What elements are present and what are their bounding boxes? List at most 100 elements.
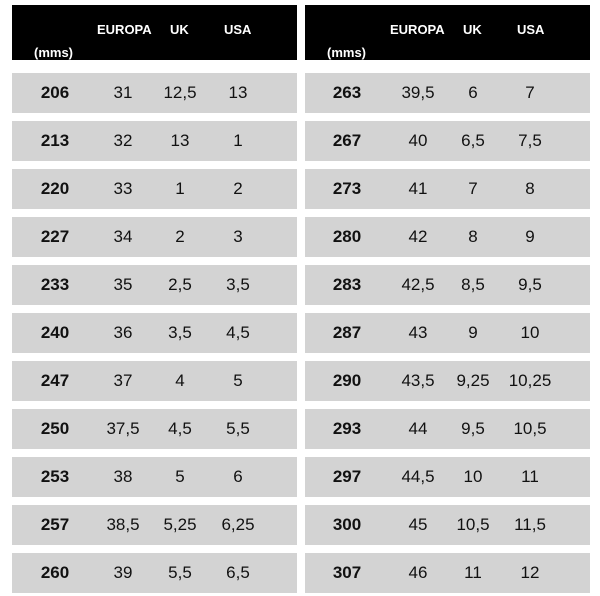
cell-europa: 44 xyxy=(408,419,428,438)
table-header: (mms) EUROPA UK USA xyxy=(305,5,590,60)
cell-uk: 8,5 xyxy=(461,275,485,294)
cell-europa: 31 xyxy=(113,83,133,102)
cell-uk: 12,5 xyxy=(163,83,197,102)
cell-mm: 263 xyxy=(332,83,362,102)
cell-usa: 6,5 xyxy=(226,563,250,582)
cell-usa: 10,25 xyxy=(508,371,552,390)
table-row: 267 40 6,5 7,5 xyxy=(305,121,590,161)
cell-uk: 5,5 xyxy=(168,563,192,582)
cell-europa: 34 xyxy=(113,227,133,246)
cell-mm: 273 xyxy=(332,179,362,198)
cell-europa: 36 xyxy=(113,323,133,342)
cell-mm: 300 xyxy=(332,515,362,534)
table-row: 206 31 12,5 13 xyxy=(12,73,297,113)
cell-usa: 6 xyxy=(233,467,243,486)
cell-mm: 253 xyxy=(40,467,70,486)
cell-usa: 10 xyxy=(520,323,540,342)
cell-mm: 283 xyxy=(332,275,362,294)
table-row: 293 44 9,5 10,5 xyxy=(305,409,590,449)
cell-mm: 293 xyxy=(332,419,362,438)
cell-mm: 233 xyxy=(40,275,70,294)
cell-europa: 45 xyxy=(408,515,428,534)
table-row: 260 39 5,5 6,5 xyxy=(12,553,297,593)
cell-mm: 250 xyxy=(40,419,70,438)
cell-uk: 4 xyxy=(175,371,185,390)
cell-usa: 6,25 xyxy=(221,515,255,534)
cell-uk: 3,5 xyxy=(168,323,192,342)
cell-usa: 3,5 xyxy=(226,275,250,294)
cell-mm: 257 xyxy=(40,515,70,534)
table-row: 227 34 2 3 xyxy=(12,217,297,257)
cell-usa: 1 xyxy=(233,131,243,150)
table-row: 263 39,5 6 7 xyxy=(305,73,590,113)
cell-uk: 2,5 xyxy=(168,275,192,294)
cell-mm: 240 xyxy=(40,323,70,342)
cell-usa: 9,5 xyxy=(518,275,542,294)
header-usa: USA xyxy=(517,22,545,37)
table-row: 213 32 13 1 xyxy=(12,121,297,161)
cell-europa: 43 xyxy=(408,323,428,342)
cell-mm: 267 xyxy=(332,131,362,150)
cell-usa: 9 xyxy=(525,227,535,246)
cell-europa: 44,5 xyxy=(401,467,435,486)
cell-uk: 6,5 xyxy=(461,131,485,150)
table-row: 247 37 4 5 xyxy=(12,361,297,401)
cell-europa: 35 xyxy=(113,275,133,294)
cell-mm: 206 xyxy=(40,83,70,102)
table-row: 257 38,5 5,25 6,25 xyxy=(12,505,297,545)
cell-usa: 8 xyxy=(525,179,535,198)
cell-uk: 13 xyxy=(170,131,190,150)
cell-europa: 32 xyxy=(113,131,133,150)
table-row: 287 43 9 10 xyxy=(305,313,590,353)
cell-europa: 39 xyxy=(113,563,133,582)
cell-uk: 2 xyxy=(175,227,185,246)
cell-usa: 4,5 xyxy=(226,323,250,342)
cell-usa: 12 xyxy=(520,563,540,582)
table-row: 253 38 5 6 xyxy=(12,457,297,497)
header-europa: EUROPA xyxy=(390,22,445,37)
table-row: 280 42 8 9 xyxy=(305,217,590,257)
cell-mm: 307 xyxy=(332,563,362,582)
cell-uk: 5 xyxy=(175,467,185,486)
cell-usa: 3 xyxy=(233,227,243,246)
cell-europa: 38 xyxy=(113,467,133,486)
cell-uk: 4,5 xyxy=(168,419,192,438)
cell-uk: 1 xyxy=(175,179,185,198)
table-row: 250 37,5 4,5 5,5 xyxy=(12,409,297,449)
cell-mm: 297 xyxy=(332,467,362,486)
cell-europa: 43,5 xyxy=(401,371,435,390)
cell-uk: 5,25 xyxy=(163,515,197,534)
cell-mm: 247 xyxy=(40,371,70,390)
cell-usa: 5,5 xyxy=(226,419,250,438)
cell-uk: 10,5 xyxy=(456,515,490,534)
cell-uk: 6 xyxy=(468,83,478,102)
table-row: 300 45 10,5 11,5 xyxy=(305,505,590,545)
table-row: 233 35 2,5 3,5 xyxy=(12,265,297,305)
cell-europa: 33 xyxy=(113,179,133,198)
cell-uk: 9,5 xyxy=(461,419,485,438)
cell-uk: 8 xyxy=(468,227,478,246)
cell-uk: 9,25 xyxy=(456,371,490,390)
cell-mm: 227 xyxy=(40,227,70,246)
cell-usa: 10,5 xyxy=(513,419,547,438)
cell-uk: 9 xyxy=(468,323,478,342)
header-uk: UK xyxy=(170,22,189,37)
cell-europa: 37 xyxy=(113,371,133,390)
header-europa: EUROPA xyxy=(97,22,152,37)
header-uk: UK xyxy=(463,22,482,37)
table-row: 297 44,5 10 11 xyxy=(305,457,590,497)
cell-europa: 41 xyxy=(408,179,428,198)
cell-mm: 260 xyxy=(40,563,70,582)
cell-mm: 280 xyxy=(332,227,362,246)
cell-usa: 5 xyxy=(233,371,243,390)
cell-usa: 11 xyxy=(521,467,539,486)
table-row: 240 36 3,5 4,5 xyxy=(12,313,297,353)
table-row: 283 42,5 8,5 9,5 xyxy=(305,265,590,305)
table-row: 307 46 11 12 xyxy=(305,553,590,593)
cell-europa: 37,5 xyxy=(106,419,140,438)
cell-mm: 213 xyxy=(40,131,70,150)
cell-europa: 39,5 xyxy=(401,83,435,102)
cell-europa: 40 xyxy=(408,131,428,150)
cell-usa: 2 xyxy=(233,179,243,198)
cell-europa: 46 xyxy=(408,563,428,582)
